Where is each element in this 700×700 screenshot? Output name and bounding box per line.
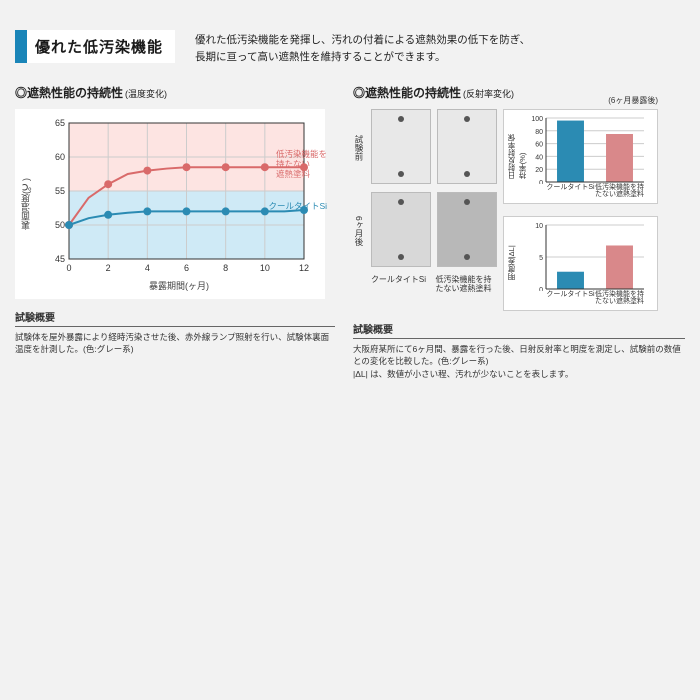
intro-line-1: 優れた低汚染機能を発揮し、汚れの付着による遮熱効果の低下を防ぎ、 (195, 32, 530, 49)
panel-after-left (371, 192, 431, 267)
right-subheading-text: ◎遮熱性能の持続性 (353, 86, 461, 100)
left-summary-body: 試験体を屋外暴露により経時汚染させた後、赤外線ランプ照射を行い、試験体裏面温度を… (15, 331, 335, 357)
line-series-label-0: 低汚染機能を持たない遮熱塗料 (276, 149, 327, 180)
bar2-svg: 0 5 10 (528, 223, 648, 291)
svg-text:10: 10 (260, 263, 270, 273)
intro-line-2: 長期に亘って高い遮熱性を維持することができます。 (195, 49, 530, 66)
panel-row-label-before: 試験前 (353, 135, 365, 161)
svg-text:5: 5 (539, 255, 543, 262)
line-chart-xlabel: 暴露期間(ヶ月) (41, 279, 317, 292)
svg-text:60: 60 (535, 141, 543, 148)
left-summary: 試験概要 試験体を屋外暴露により経時汚染させた後、赤外線ランプ照射を行い、試験体… (15, 309, 335, 357)
bar1-svg-xlabel-0: クールタイトSi (546, 184, 595, 199)
panel-after-right (437, 192, 497, 267)
left-subheading-paren: (温度変化) (125, 89, 167, 99)
section-intro: 優れた低汚染機能を発揮し、汚れの付着による遮熱効果の低下を防ぎ、 長期に亘って高… (195, 30, 530, 66)
bar1-svg-xlabel-1: 低汚染機能を持たない遮熱塗料 (595, 184, 644, 199)
bar2-svg-xlabel-1: 低汚染機能を持たない遮熱塗料 (595, 291, 644, 306)
svg-text:40: 40 (535, 154, 543, 161)
panel-before-left (371, 109, 431, 184)
svg-text:0: 0 (539, 287, 543, 291)
right-subheading-paren: (反射率変化) (463, 89, 514, 99)
section-title: 優れた低汚染機能 (35, 36, 163, 57)
line-chart-ylabel: 裏面温度(℃) (19, 178, 32, 230)
svg-text:20: 20 (535, 167, 543, 174)
svg-text:45: 45 (55, 254, 65, 264)
bar2-svg-xlabel-0: クールタイトSi (546, 291, 595, 306)
svg-text:100: 100 (531, 116, 543, 123)
left-column: ◎遮熱性能の持続性(温度変化) 裏面温度(℃) 45 50 55 60 65 0 2 4 6 8 1… (15, 84, 335, 381)
right-summary-body-2: |ΔL| は、数値が小さい程、汚れが少ないことを表します。 (353, 368, 685, 381)
bar1-ylabel: 日射反射率保持率(%) (506, 133, 528, 180)
left-subheading: ◎遮熱性能の持続性(温度変化) (15, 84, 335, 101)
panel-row-label-after: 6ヶ月後 (353, 216, 365, 246)
left-subheading-text: ◎遮熱性能の持続性 (15, 86, 123, 100)
left-summary-title: 試験概要 (15, 309, 335, 327)
svg-text:80: 80 (535, 128, 543, 135)
panel-before-right (437, 109, 497, 184)
sample-panels: 試験前 6ヶ月後 クールタイトSi 低汚染機能を持たない遮熱塗料 (353, 109, 493, 311)
svg-text:10: 10 (535, 223, 543, 230)
bar-chart-2: 明度差|ΔL| 0 5 10 クールタイトSi低汚染機能を持たない遮熱塗料 (503, 216, 658, 311)
svg-text:6: 6 (184, 263, 189, 273)
line-chart: 裏面温度(℃) 45 50 55 60 65 0 2 4 6 8 10 12 暴露期間(ヶ月) 低汚染… (15, 109, 325, 299)
svg-text:12: 12 (299, 263, 309, 273)
svg-text:65: 65 (55, 118, 65, 128)
panel-col-label-0: クールタイトSi (369, 275, 428, 294)
svg-text:8: 8 (223, 263, 228, 273)
svg-text:0: 0 (66, 263, 71, 273)
right-summary-body-1: 大阪府某所にて6ヶ月間、暴露を行った後、日射反射率と明度を測定し、試験前の数値と… (353, 343, 685, 369)
right-column: ◎遮熱性能の持続性(反射率変化) 試験前 6ヶ月後 (353, 84, 685, 381)
bar-chart-note: (6ヶ月暴露後) (608, 95, 658, 106)
svg-text:4: 4 (145, 263, 150, 273)
svg-text:50: 50 (55, 220, 65, 230)
svg-text:60: 60 (55, 152, 65, 162)
bar-chart-1: 日射反射率保持率(%) 0 20 40 60 80 100 クールタイトSi低汚染機能を持… (503, 109, 658, 204)
svg-text:55: 55 (55, 186, 65, 196)
svg-text:0: 0 (539, 180, 543, 184)
section-title-block: 優れた低汚染機能 (15, 30, 175, 63)
panel-col-label-1: 低汚染機能を持たない遮熱塗料 (434, 275, 493, 294)
bar1-svg: 0 20 40 60 80 100 (528, 116, 648, 184)
bar2-ylabel: 明度差|ΔL| (506, 245, 517, 281)
right-summary-title: 試験概要 (353, 321, 685, 339)
bar-charts: (6ヶ月暴露後) 日射反射率保持率(%) 020406080100 クールタイト… (503, 109, 658, 311)
line-series-label-1: クールタイトSi (268, 201, 327, 211)
line-chart-svg: 45 50 55 60 65 0 2 4 6 8 10 12 (41, 117, 316, 277)
right-summary: 試験概要 大阪府某所にて6ヶ月間、暴露を行った後、日射反射率と明度を測定し、試験… (353, 321, 685, 381)
svg-text:2: 2 (106, 263, 111, 273)
